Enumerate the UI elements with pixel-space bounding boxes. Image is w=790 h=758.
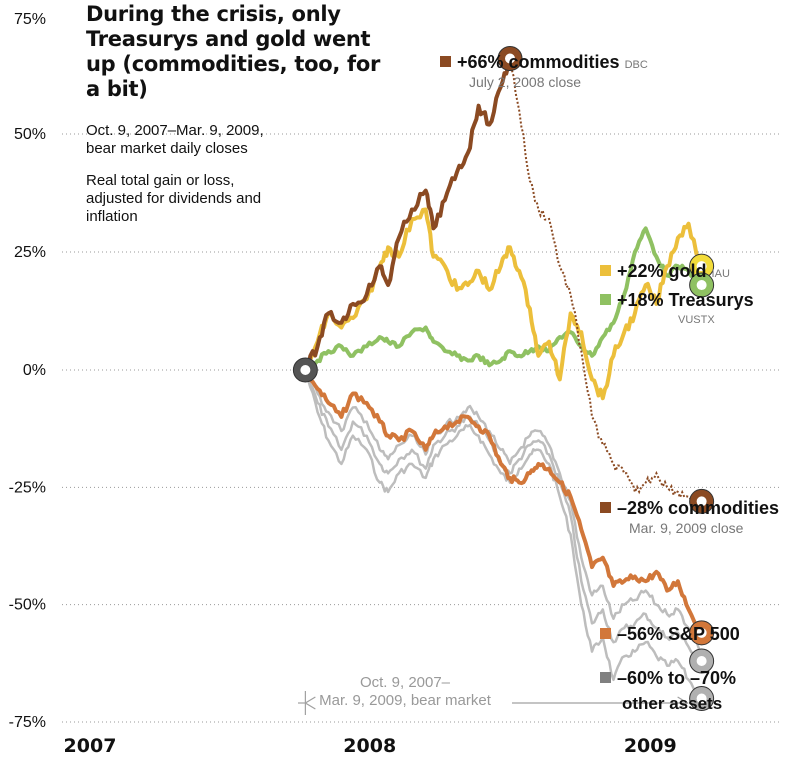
label-commodities-end-date: Mar. 9, 2009 close [629,520,744,536]
label-treasurys: +18% Treasurys [600,290,754,310]
endpoint-markers [292,45,715,712]
marker-center [300,365,311,375]
series-line-commodities [304,58,512,372]
label-sp500-text: –56% S&P 500 [617,624,740,644]
marker-center [505,53,516,64]
label-treasurys-ticker: VUSTX [678,314,715,326]
label-commodities-end: –28% commodities [600,498,779,518]
x-tick-label: 2009 [624,735,677,757]
commodities-chip [440,56,451,67]
commodities-end-chip [600,502,611,513]
label-other-line2: other assets [622,694,723,713]
y-tick-label: 0% [23,362,46,379]
y-axis-ticks: 75% 50% 25% 0% -25% -50% -75% [9,11,46,731]
label-other-line1: –60% to –70% [617,668,737,688]
treasurys-chip [600,294,611,305]
marker-center [696,627,707,638]
measure-note: Real total gain or loss, adjusted for di… [86,172,262,225]
label-treasurys-text: +18% Treasurys [617,290,754,310]
arrow-head-right [677,696,689,710]
label-sp500: –56% S&P 500 [600,624,740,644]
y-tick-label: 50% [14,126,46,143]
label-gold-ticker: IAU [711,268,730,280]
other-chip [600,672,611,683]
label-commodities-ticker: DBC [624,59,648,71]
sp500-chip [600,628,611,639]
label-gold: +22% gold IAU [600,261,730,284]
x-axis-ticks: 2007 2008 2009 [64,735,677,757]
marker-center [696,693,707,704]
y-tick-label: -75% [9,714,46,731]
label-commodities-peak-date: July 2, 2008 close [469,74,582,90]
marker-center [696,280,707,291]
label-commodities-peak: +66% commodities DBC [440,52,648,75]
label-commodities-peak-text: +66% commodities [457,52,620,72]
series-line-sp500 [304,368,704,635]
bear-market-span-arrow [298,691,689,715]
series-line-other-assets [304,369,703,662]
x-tick-label: 2008 [343,735,396,757]
y-tick-label: -50% [9,597,46,614]
series-line-treasurys [303,226,704,372]
bear-market-line1: Oct. 9, 2007– [359,674,451,691]
marker-center [696,496,707,507]
marker-center [696,261,707,272]
label-other: –60% to –70% [600,668,736,688]
gold-chip [600,265,611,276]
x-tick-label: 2007 [64,735,117,757]
label-commodities-end-text: –28% commodities [617,498,780,518]
y-tick-label: 75% [14,11,46,28]
period-note: Oct. 9, 2007–Mar. 9, 2009, bear market d… [86,122,264,157]
y-tick-label: 25% [14,244,46,261]
label-gold-text: +22% gold [617,261,707,281]
series-lines [303,58,704,700]
y-tick-label: -25% [9,479,46,496]
bear-market-line2: Mar. 9, 2009, bear market [319,692,491,709]
chart-title: During the crisis, only Treasurys and go… [86,2,381,101]
bear-market-label: Oct. 9, 2007– Mar. 9, 2009, bear market [300,674,510,710]
marker-center [696,655,707,666]
series-line-other-assets [304,369,703,653]
